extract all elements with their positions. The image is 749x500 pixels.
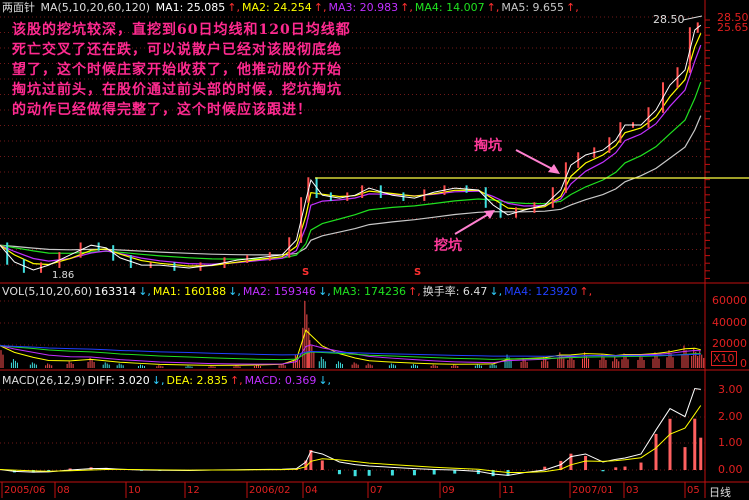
vol-axis-label: 20000 (712, 337, 747, 350)
annotation-line: 死亡交叉了还在跌，可以说散户已经对该股彻底绝 (12, 42, 342, 58)
macd-dea-line (0, 405, 702, 474)
date-tick: 03 (626, 485, 639, 496)
volume-ma-line (0, 329, 701, 366)
header-value: DIFF: 3.020 (87, 374, 150, 387)
volume-header: VOL(5,10,20,60) 163314 ↓, MA1: 160188 ↓, MA2:… (2, 285, 594, 298)
date-tick: 2005/06 (4, 485, 46, 496)
volume-ma-line (0, 345, 701, 361)
arrow-up-icon: ↑, (227, 1, 241, 14)
arrow-up-icon: ↑, (408, 285, 421, 298)
ma-values: MA1: 25.085 ↑, MA2: 24.254 ↑, MA3: 20.983 ↑, M… (156, 1, 581, 14)
header-value: MA3: 174236 (332, 285, 406, 298)
arrow-up-icon: ↑, (566, 1, 579, 14)
header-value: 163314 (94, 285, 137, 298)
date-tick: 05 (687, 485, 700, 496)
arrow-down-icon: ↓, (318, 285, 331, 298)
price-header: 两面针 MA(5,10,20,60,120) MA1: 25.085 ↑, MA2:… (2, 1, 583, 14)
arrow-dig-pit-icon (454, 211, 493, 235)
moving-average-line (0, 115, 702, 256)
arrow-up-icon: ↑, (579, 285, 593, 298)
header-value: MA2: 159346 (242, 285, 317, 298)
macd-axis-label: 1.00 (718, 436, 743, 449)
arrow-down-icon: ↓, (138, 285, 151, 298)
arrow-down-icon: ↓, (228, 285, 241, 298)
header-value: MA4: 123920 (504, 285, 578, 298)
annotation-text: 该股的挖坑较深，直挖到60日均线和120日均线都 死亡交叉了还在跌，可以说散户已… (12, 20, 351, 120)
signal-marker: S (302, 267, 310, 278)
label-fill-pit: 掏坑 (474, 138, 502, 154)
date-tick: 11 (502, 485, 515, 496)
arrow-up-icon: ↑, (400, 1, 413, 14)
arrow-fill-pit-head-icon (548, 164, 560, 174)
annotation-line: 该股的挖坑较深，直挖到60日均线和120日均线都 (12, 22, 351, 38)
vol-axis-label: 40000 (712, 316, 747, 329)
axis-label-top: 28.50 (717, 11, 749, 24)
arrow-dig-pit-head-icon (484, 210, 495, 219)
annotation-line: 掏坑过前头，在股价通过前头部的时候，挖坑掏坑 (12, 82, 342, 98)
date-tick: 12 (187, 485, 200, 496)
date-tick: 2007/01 (572, 485, 614, 496)
arrow-up-icon: ↑, (229, 374, 243, 387)
vol-axis-label: 0 (740, 357, 747, 370)
header-value: DEA: 2.835 (166, 374, 228, 387)
low-price-label: 1.86 (52, 270, 75, 281)
volume-ma-line (0, 345, 701, 357)
date-tick: 09 (442, 485, 455, 496)
header-value: MA3: 20.983 (328, 1, 399, 14)
period-label[interactable]: 日线 (709, 486, 731, 499)
high-price-label: 28.50 (653, 13, 685, 26)
header-value: MA4: 14.007 (414, 1, 485, 14)
header-value: MA1: 160188 (152, 285, 227, 298)
arrow-down-icon: ↓, (151, 374, 165, 387)
header-value: MA2: 24.254 (242, 1, 312, 14)
arrow-up-icon: ↑, (486, 1, 500, 14)
header-value: MACD(26,12,9) (2, 374, 86, 387)
date-tick: 2006/02 (249, 485, 291, 496)
vol-unit: X10 (711, 351, 737, 366)
header-value: MACD: 0.369 (244, 374, 317, 387)
macd-axis-label: 3.00 (718, 383, 743, 396)
ma-params: MA(5,10,20,60,120) (40, 1, 151, 14)
arrow-down-icon: ↓, (318, 374, 332, 387)
macd-diff-line (0, 388, 701, 476)
macd-header: MACD(26,12,9) DIFF: 3.020 ↓, DEA: 2.835 ↑, MA… (2, 374, 333, 387)
axis-label: 25.65 (717, 21, 749, 34)
date-tick: 10 (128, 485, 141, 496)
signal-marker: S (414, 267, 422, 278)
annotation-line: 的动作已经做得完整了，这个时候应该跟进！ (12, 102, 312, 118)
header-value: MA5: 9.655 (501, 1, 565, 14)
moving-average-line (0, 32, 702, 267)
date-tick: 08 (57, 485, 70, 496)
arrow-down-icon: ↓, (489, 285, 503, 298)
label-dig-pit: 挖坑 (434, 238, 462, 254)
moving-average-line (0, 81, 702, 260)
date-tick: 07 (370, 485, 383, 496)
macd-axis-label: 2.00 (718, 410, 743, 423)
vol-axis-label: 60000 (712, 294, 747, 307)
header-value: MA1: 25.085 (155, 1, 226, 14)
macd-axis-label: 0.00 (718, 463, 743, 476)
annotation-line: 望了，这个时候庄家开始收获了，他推动股价开始 (12, 62, 342, 78)
date-tick: 04 (305, 485, 318, 496)
high-callout-line (682, 15, 703, 21)
header-value: 换手率: 6.47 (422, 285, 488, 298)
arrow-up-icon: ↑, (313, 1, 327, 14)
header-value: VOL(5,10,20,60) (2, 285, 93, 298)
price-line (0, 24, 702, 271)
stock-name: 两面针 (2, 1, 35, 14)
